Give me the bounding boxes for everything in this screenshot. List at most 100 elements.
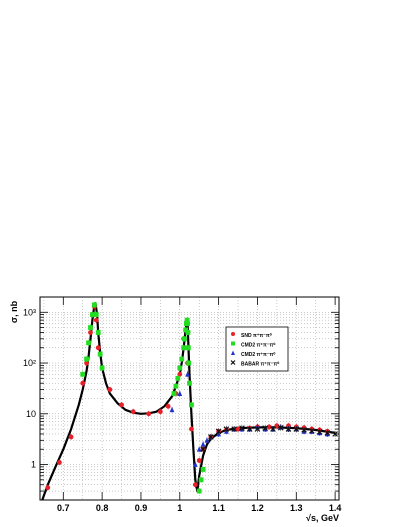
x-tick-label: 1 (177, 503, 182, 513)
data-point-cross-stroke (316, 429, 323, 435)
data-point-circle (119, 402, 124, 408)
data-point-square (175, 375, 181, 381)
data-point-triangle (185, 371, 190, 377)
data-point-cross (262, 425, 269, 432)
data-point-square (200, 467, 206, 472)
data-point-square (196, 488, 202, 494)
data-point-cross (254, 426, 261, 432)
data-point-cross-stroke (223, 426, 230, 432)
data-point-square (181, 345, 187, 351)
data-point-circle (107, 387, 113, 392)
data-point-triangle (200, 441, 206, 447)
data-point-triangle (196, 446, 202, 452)
data-point-square (198, 477, 204, 483)
data-point-square (185, 345, 191, 351)
data-point-square (90, 312, 95, 317)
data-point-cross-stroke (270, 426, 276, 432)
data-point-cross (223, 426, 230, 432)
data-point-circle (84, 360, 89, 366)
data-point-square (95, 330, 101, 335)
data-point-cross-stroke (301, 427, 307, 433)
y-tick-labels: 1 10 10² 10³ (23, 307, 36, 469)
x-tick-label: 1.2 (251, 503, 264, 513)
data-point-square (171, 391, 177, 396)
data-point-cross (246, 426, 253, 432)
data-point-cross-stroke (208, 434, 214, 440)
data-point-triangle (169, 406, 175, 413)
data-point-square (185, 321, 190, 326)
data-point-square (187, 380, 192, 386)
data-point-square (99, 365, 105, 371)
data-point-circle (165, 403, 171, 409)
legend: SND π⁺π⁻π⁰ CMD2 π⁺π⁻π⁰ CMD2 π⁺π⁻π⁰ BABAR π⁺… (225, 326, 289, 372)
data-point-cross (270, 426, 276, 432)
data-point-triangle (192, 461, 198, 467)
data-point-triangle (177, 390, 183, 396)
data-point-circle (177, 371, 183, 377)
data-point-square (177, 365, 183, 371)
data-point-cross-stroke (200, 446, 206, 453)
data-point-square (97, 351, 103, 357)
data-point-square (84, 356, 89, 362)
legend-entry-label: CMD2 π⁺π⁻π⁰ (241, 352, 275, 358)
data-point-cross (277, 424, 284, 431)
data-point-cross (215, 428, 222, 435)
data-point-cross (285, 426, 292, 432)
data-point-cross-stroke (332, 431, 338, 437)
data-point-cross-stroke (246, 426, 253, 432)
legend-box (225, 326, 289, 372)
legend-entry-label: CMD2 π⁺π⁻π⁰ (241, 343, 275, 349)
data-point-square (179, 356, 185, 362)
x-tick-label: 1.3 (290, 503, 303, 513)
data-point-cross (293, 426, 300, 432)
data-point-circle (45, 485, 51, 491)
data-point-circle (88, 330, 93, 335)
legend-marker-stroke (230, 360, 236, 365)
data-point-cross (200, 446, 206, 453)
data-point-circle (130, 409, 136, 415)
data-point-cross-stroke (277, 424, 284, 431)
data-point-circle (146, 411, 152, 417)
data-point-circle (57, 460, 62, 465)
data-point-square (80, 371, 86, 377)
data-point-circle (157, 409, 163, 415)
data-point-cross (239, 425, 245, 432)
x-tick-label: 0.9 (135, 503, 148, 513)
data-point-circle (80, 380, 86, 386)
data-point-cross (301, 427, 307, 433)
data-point-circle (68, 434, 74, 440)
data-point-circle (189, 426, 194, 432)
data-points (45, 301, 338, 495)
x-tick-label: 1.4 (329, 503, 342, 513)
data-point-square (88, 325, 93, 330)
x-tick-label: 0.8 (96, 503, 109, 513)
data-point-circle (266, 424, 272, 430)
data-point-cross (324, 430, 331, 436)
data-point-square (183, 327, 189, 333)
data-point-cross (308, 428, 315, 434)
data-point-cross-stroke (293, 426, 300, 432)
data-point-cross-stroke (262, 425, 269, 432)
x-tick-label: 1.1 (212, 503, 225, 513)
data-point-circle (93, 317, 99, 323)
y-tick-label: 10² (23, 358, 36, 368)
data-point-cross-stroke (231, 426, 237, 432)
data-point-square (86, 340, 91, 346)
legend-marker (231, 341, 235, 346)
data-point-cross-stroke (324, 430, 331, 436)
x-tick-labels: 0.7 0.8 0.9 1 1.1 1.2 1.3 1.4 (57, 503, 341, 513)
y-axis-label: σ, nb (9, 300, 19, 323)
data-point-square (186, 360, 192, 366)
legend-entry-label: SND π⁺π⁻π⁰ (241, 333, 272, 339)
y-tick-label: 1 (31, 460, 36, 470)
data-point-cross (231, 426, 237, 432)
y-tick-label: 10 (26, 409, 36, 419)
data-point-cross-stroke (308, 428, 315, 434)
data-point-square (173, 383, 179, 389)
x-axis-label: √s, GeV (306, 513, 339, 523)
data-point-square (91, 302, 97, 308)
data-point-cross-stroke (254, 426, 261, 432)
data-point-square (182, 336, 187, 342)
data-point-cross-stroke (215, 428, 222, 435)
